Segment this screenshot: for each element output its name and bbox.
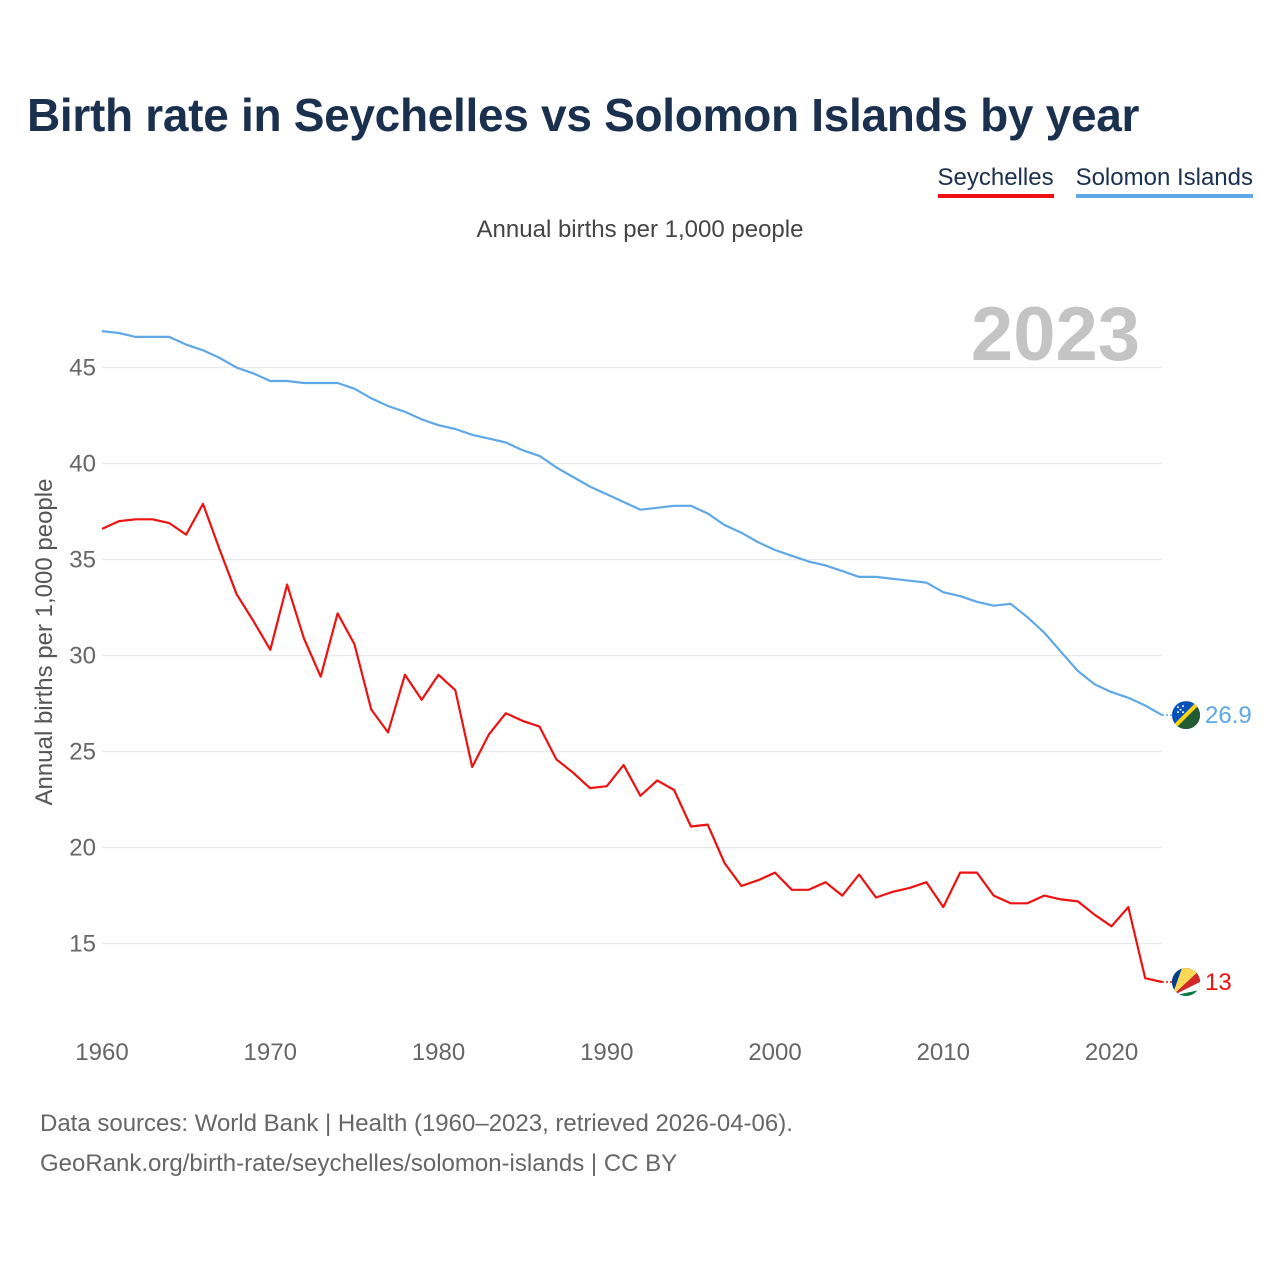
x-tick-label: 2020 bbox=[1085, 1039, 1138, 1066]
x-tick-label: 2010 bbox=[917, 1039, 970, 1066]
grid-lines bbox=[102, 367, 1162, 945]
x-tick-label: 1990 bbox=[580, 1039, 633, 1066]
footer: Data sources: World Bank | Health (1960–… bbox=[40, 1104, 793, 1184]
source-url[interactable]: GeoRank.org/birth-rate/seychelles/solomo… bbox=[40, 1150, 678, 1177]
year-watermark: 2023 bbox=[971, 292, 1140, 377]
flag-icon-solomon-islands bbox=[1172, 701, 1200, 730]
x-tick-label: 1980 bbox=[412, 1039, 465, 1066]
x-tick-label: 1960 bbox=[75, 1039, 128, 1066]
y-tick-label: 15 bbox=[69, 931, 96, 958]
y-tick-label: 35 bbox=[69, 547, 96, 574]
legend: Seychelles Solomon Islands bbox=[937, 164, 1253, 198]
legend-item-solomon-islands[interactable]: Solomon Islands bbox=[1075, 164, 1253, 198]
chart-title: Birth rate in Seychelles vs Solomon Isla… bbox=[27, 89, 1140, 141]
y-axis: 15 20 25 30 35 40 45 bbox=[69, 355, 96, 958]
series-line-seychelles[interactable] bbox=[101, 502, 1163, 984]
x-axis: 1960 1970 1980 1990 2000 2010 2020 bbox=[75, 1039, 1138, 1066]
series-line-solomon-islands[interactable] bbox=[101, 330, 1163, 717]
end-value-label-solomon-islands: 26.9 bbox=[1205, 702, 1252, 729]
y-tick-label: 25 bbox=[69, 739, 96, 766]
y-tick-label: 40 bbox=[69, 451, 96, 478]
source-note: Data sources: World Bank | Health (1960–… bbox=[40, 1110, 793, 1137]
flag-icon-seychelles bbox=[1172, 968, 1200, 996]
y-axis-label: Annual births per 1,000 people bbox=[31, 479, 58, 806]
x-tick-label: 2000 bbox=[748, 1039, 801, 1066]
series-endpoints: 13 26.9 bbox=[1162, 701, 1252, 996]
y-tick-label: 45 bbox=[69, 355, 96, 382]
chart-subtitle: Annual births per 1,000 people bbox=[476, 216, 804, 243]
y-tick-label: 20 bbox=[69, 835, 96, 862]
end-value-label-seychelles: 13 bbox=[1205, 969, 1232, 996]
y-tick-label: 30 bbox=[69, 643, 96, 670]
x-tick-label: 1970 bbox=[244, 1039, 297, 1066]
legend-item-seychelles[interactable]: Seychelles bbox=[937, 164, 1054, 198]
series-lines bbox=[101, 330, 1163, 984]
